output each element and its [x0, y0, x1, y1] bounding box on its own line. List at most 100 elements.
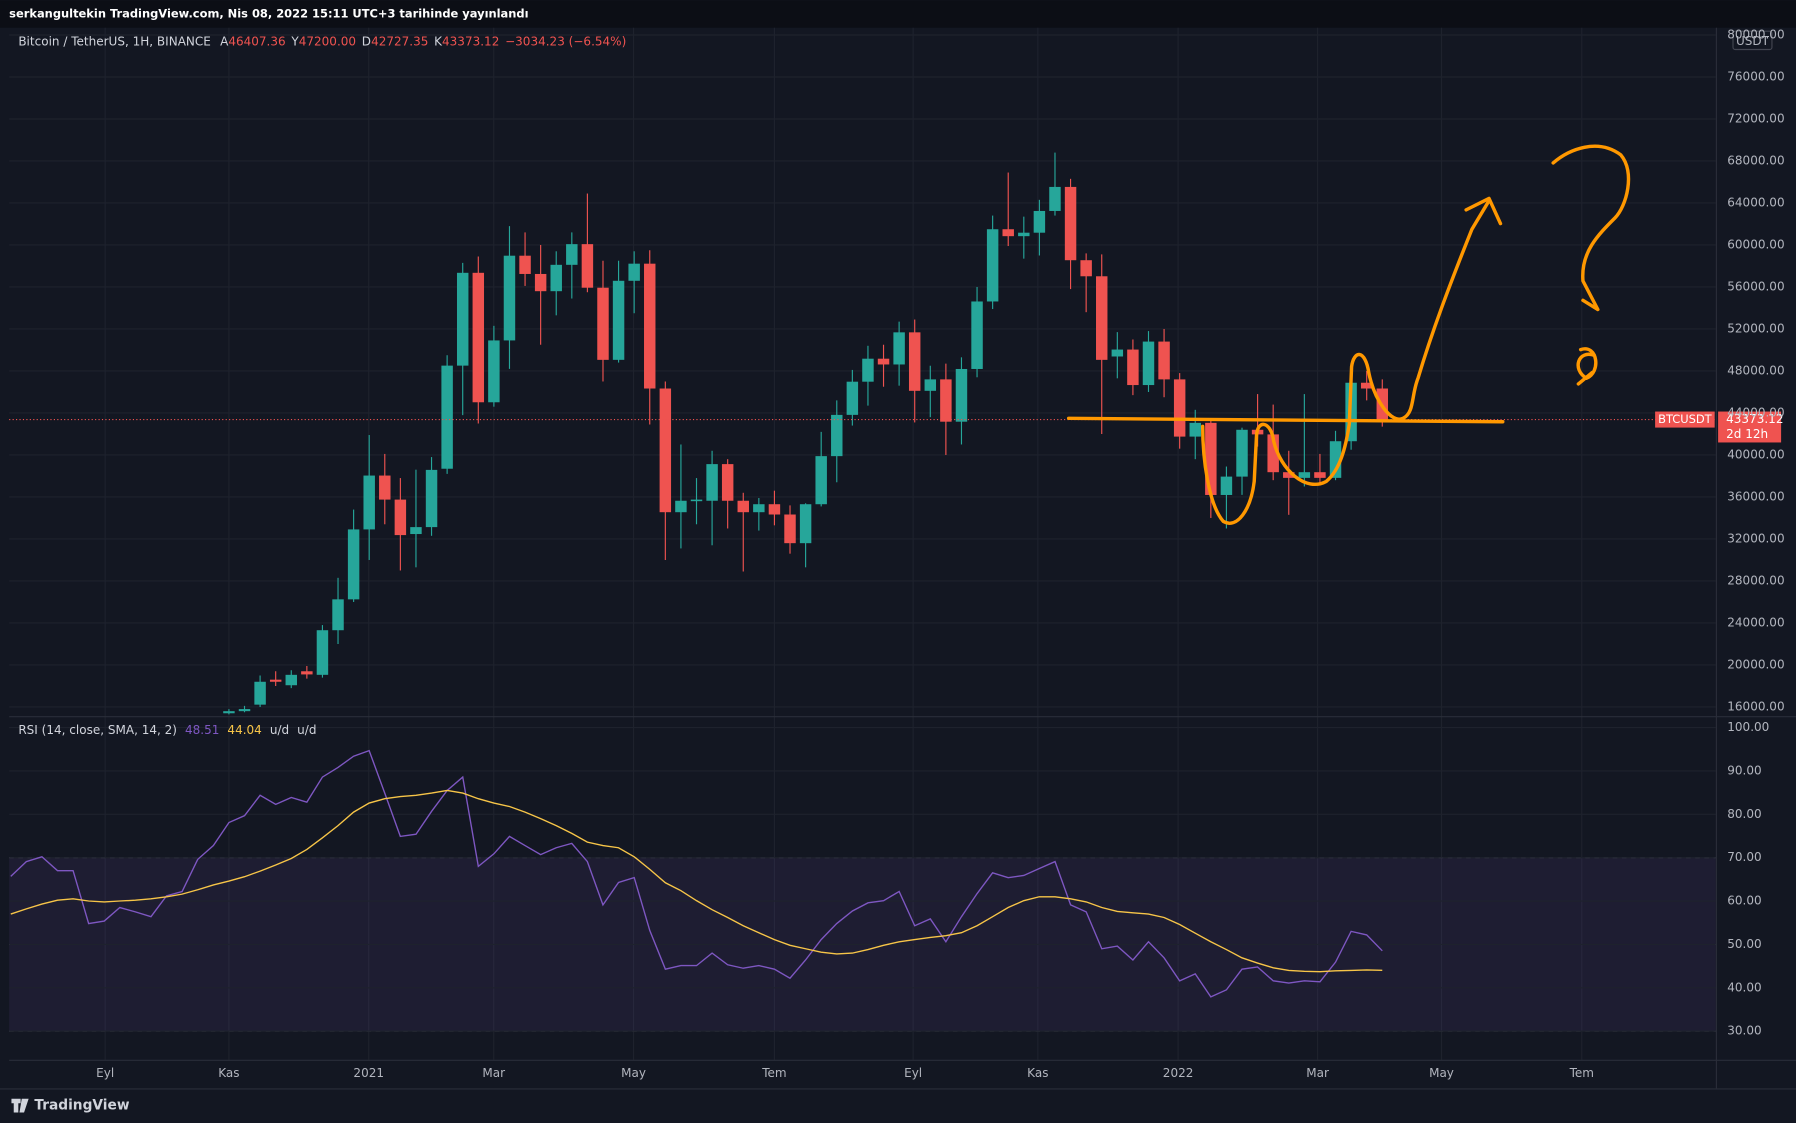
rsi-value: 44.04	[227, 722, 261, 736]
candle-body	[1064, 186, 1077, 261]
candle-body	[924, 379, 937, 391]
candle-body	[971, 301, 983, 369]
rsi-line	[10, 789, 1383, 973]
candle-body	[1142, 341, 1155, 386]
rsi-extra: u/d	[270, 722, 289, 736]
candle-body	[955, 368, 968, 422]
y-tick-label: 100.00	[1727, 720, 1769, 734]
legend-value: 46407.36	[228, 34, 285, 48]
y-tick-label: 32000.00	[1727, 531, 1784, 545]
candle-body	[1080, 260, 1092, 277]
x-tick-label: Tem	[761, 1066, 786, 1080]
candle-body	[1127, 349, 1139, 386]
rsi-value: 48.51	[185, 722, 219, 736]
candle-body	[706, 464, 718, 501]
candle-body	[893, 332, 905, 365]
candle-body	[1267, 434, 1279, 473]
x-tick-label: 2021	[353, 1066, 384, 1080]
candle-body	[862, 358, 874, 382]
x-tick-label: Kas	[218, 1066, 239, 1080]
y-tick-label: 30.00	[1727, 1024, 1761, 1038]
candle-body	[394, 499, 407, 536]
candle-body	[1002, 229, 1014, 237]
y-tick-label: 60.00	[1727, 894, 1761, 908]
candle-body	[1360, 382, 1373, 389]
legend-value: 43373.12	[442, 34, 499, 48]
rsi-line	[10, 749, 1383, 998]
candle-body	[441, 365, 453, 469]
candle-body	[612, 280, 625, 360]
support-line	[1066, 416, 1505, 424]
y-tick-label: 44000.00	[1727, 405, 1784, 419]
candle-body	[410, 527, 422, 535]
symbol-tag	[1655, 411, 1715, 428]
candle-body	[316, 630, 329, 675]
question-dot	[1576, 347, 1598, 386]
y-tick-label: 90.00	[1727, 763, 1761, 777]
y-tick-label: 28000.00	[1727, 573, 1784, 587]
candle-body	[1283, 472, 1295, 478]
candle-body	[285, 674, 297, 686]
candle-body	[737, 500, 749, 513]
y-tick-label: 70.00	[1727, 850, 1761, 864]
candle-body	[550, 264, 562, 292]
y-tick-label: 60000.00	[1727, 237, 1784, 251]
candle-body	[908, 332, 921, 391]
x-tick-label: Mar	[482, 1066, 505, 1080]
header-bar	[0, 0, 1796, 28]
x-tick-label: Tem	[1569, 1066, 1594, 1080]
candle-body	[566, 244, 578, 265]
x-tick-label: 2022	[1163, 1066, 1194, 1080]
rsi-legend: RSI (14, close, SMA, 14, 2) 48.51 44.04 u/d…	[18, 722, 316, 736]
y-tick-label: 56000.00	[1727, 279, 1784, 293]
candle-body	[1111, 349, 1124, 357]
symbol-title: Bitcoin / TetherUS, 1H, BINANCE	[18, 34, 211, 48]
y-tick-label: 52000.00	[1727, 321, 1784, 335]
legend-key: D	[362, 34, 371, 48]
y-tick-label: 48000.00	[1727, 363, 1784, 377]
x-tick-label: Mar	[1306, 1066, 1329, 1080]
price-tag-text: 43373.12	[1726, 412, 1783, 426]
header: serkangultekin TradingView.com, Nis 08, …	[9, 6, 528, 20]
candle-body	[503, 255, 516, 341]
price-legend: Bitcoin / TetherUS, 1H, BINANCE A46407.36…	[18, 34, 626, 48]
y-tick-label: 64000.00	[1727, 195, 1784, 209]
y-tick-label: 72000.00	[1727, 111, 1784, 125]
arrow-head	[1464, 196, 1503, 226]
candle-body	[877, 358, 890, 365]
candle-body	[846, 381, 859, 415]
candle-body	[269, 679, 282, 682]
candle-body	[784, 514, 796, 544]
candle-body	[472, 272, 485, 403]
y-tick-label: 68000.00	[1727, 153, 1784, 167]
candle-body	[1236, 429, 1248, 477]
x-tick-label: May	[621, 1066, 646, 1080]
candle-body	[363, 475, 375, 530]
candle-body	[1173, 379, 1186, 437]
x-tick-label: Eyl	[96, 1066, 114, 1080]
legend-key: A	[220, 34, 229, 48]
currency-box[interactable]	[1732, 30, 1773, 51]
y-tick-label: 80000.00	[1727, 27, 1784, 41]
candle-body	[534, 273, 547, 292]
x-tick-label: Eyl	[904, 1066, 922, 1080]
candle-body	[456, 272, 469, 366]
candle-body	[815, 456, 827, 505]
candle-body	[831, 414, 843, 457]
legend-key: K	[434, 34, 443, 48]
candle-body	[940, 379, 952, 422]
question-mark	[1551, 144, 1631, 312]
y-tick-label: 20000.00	[1727, 657, 1784, 671]
candle-body	[1189, 422, 1201, 437]
candle-body	[644, 263, 656, 389]
y-tick-label: 36000.00	[1727, 489, 1784, 503]
x-tick-label: Kas	[1027, 1066, 1048, 1080]
price-tag	[1718, 411, 1782, 443]
x-tick-label: May	[1429, 1066, 1454, 1080]
drawings	[1066, 144, 1631, 525]
candle-body	[238, 709, 251, 712]
countdown-text: 2d 12h	[1726, 427, 1768, 441]
candle-body	[628, 263, 640, 281]
